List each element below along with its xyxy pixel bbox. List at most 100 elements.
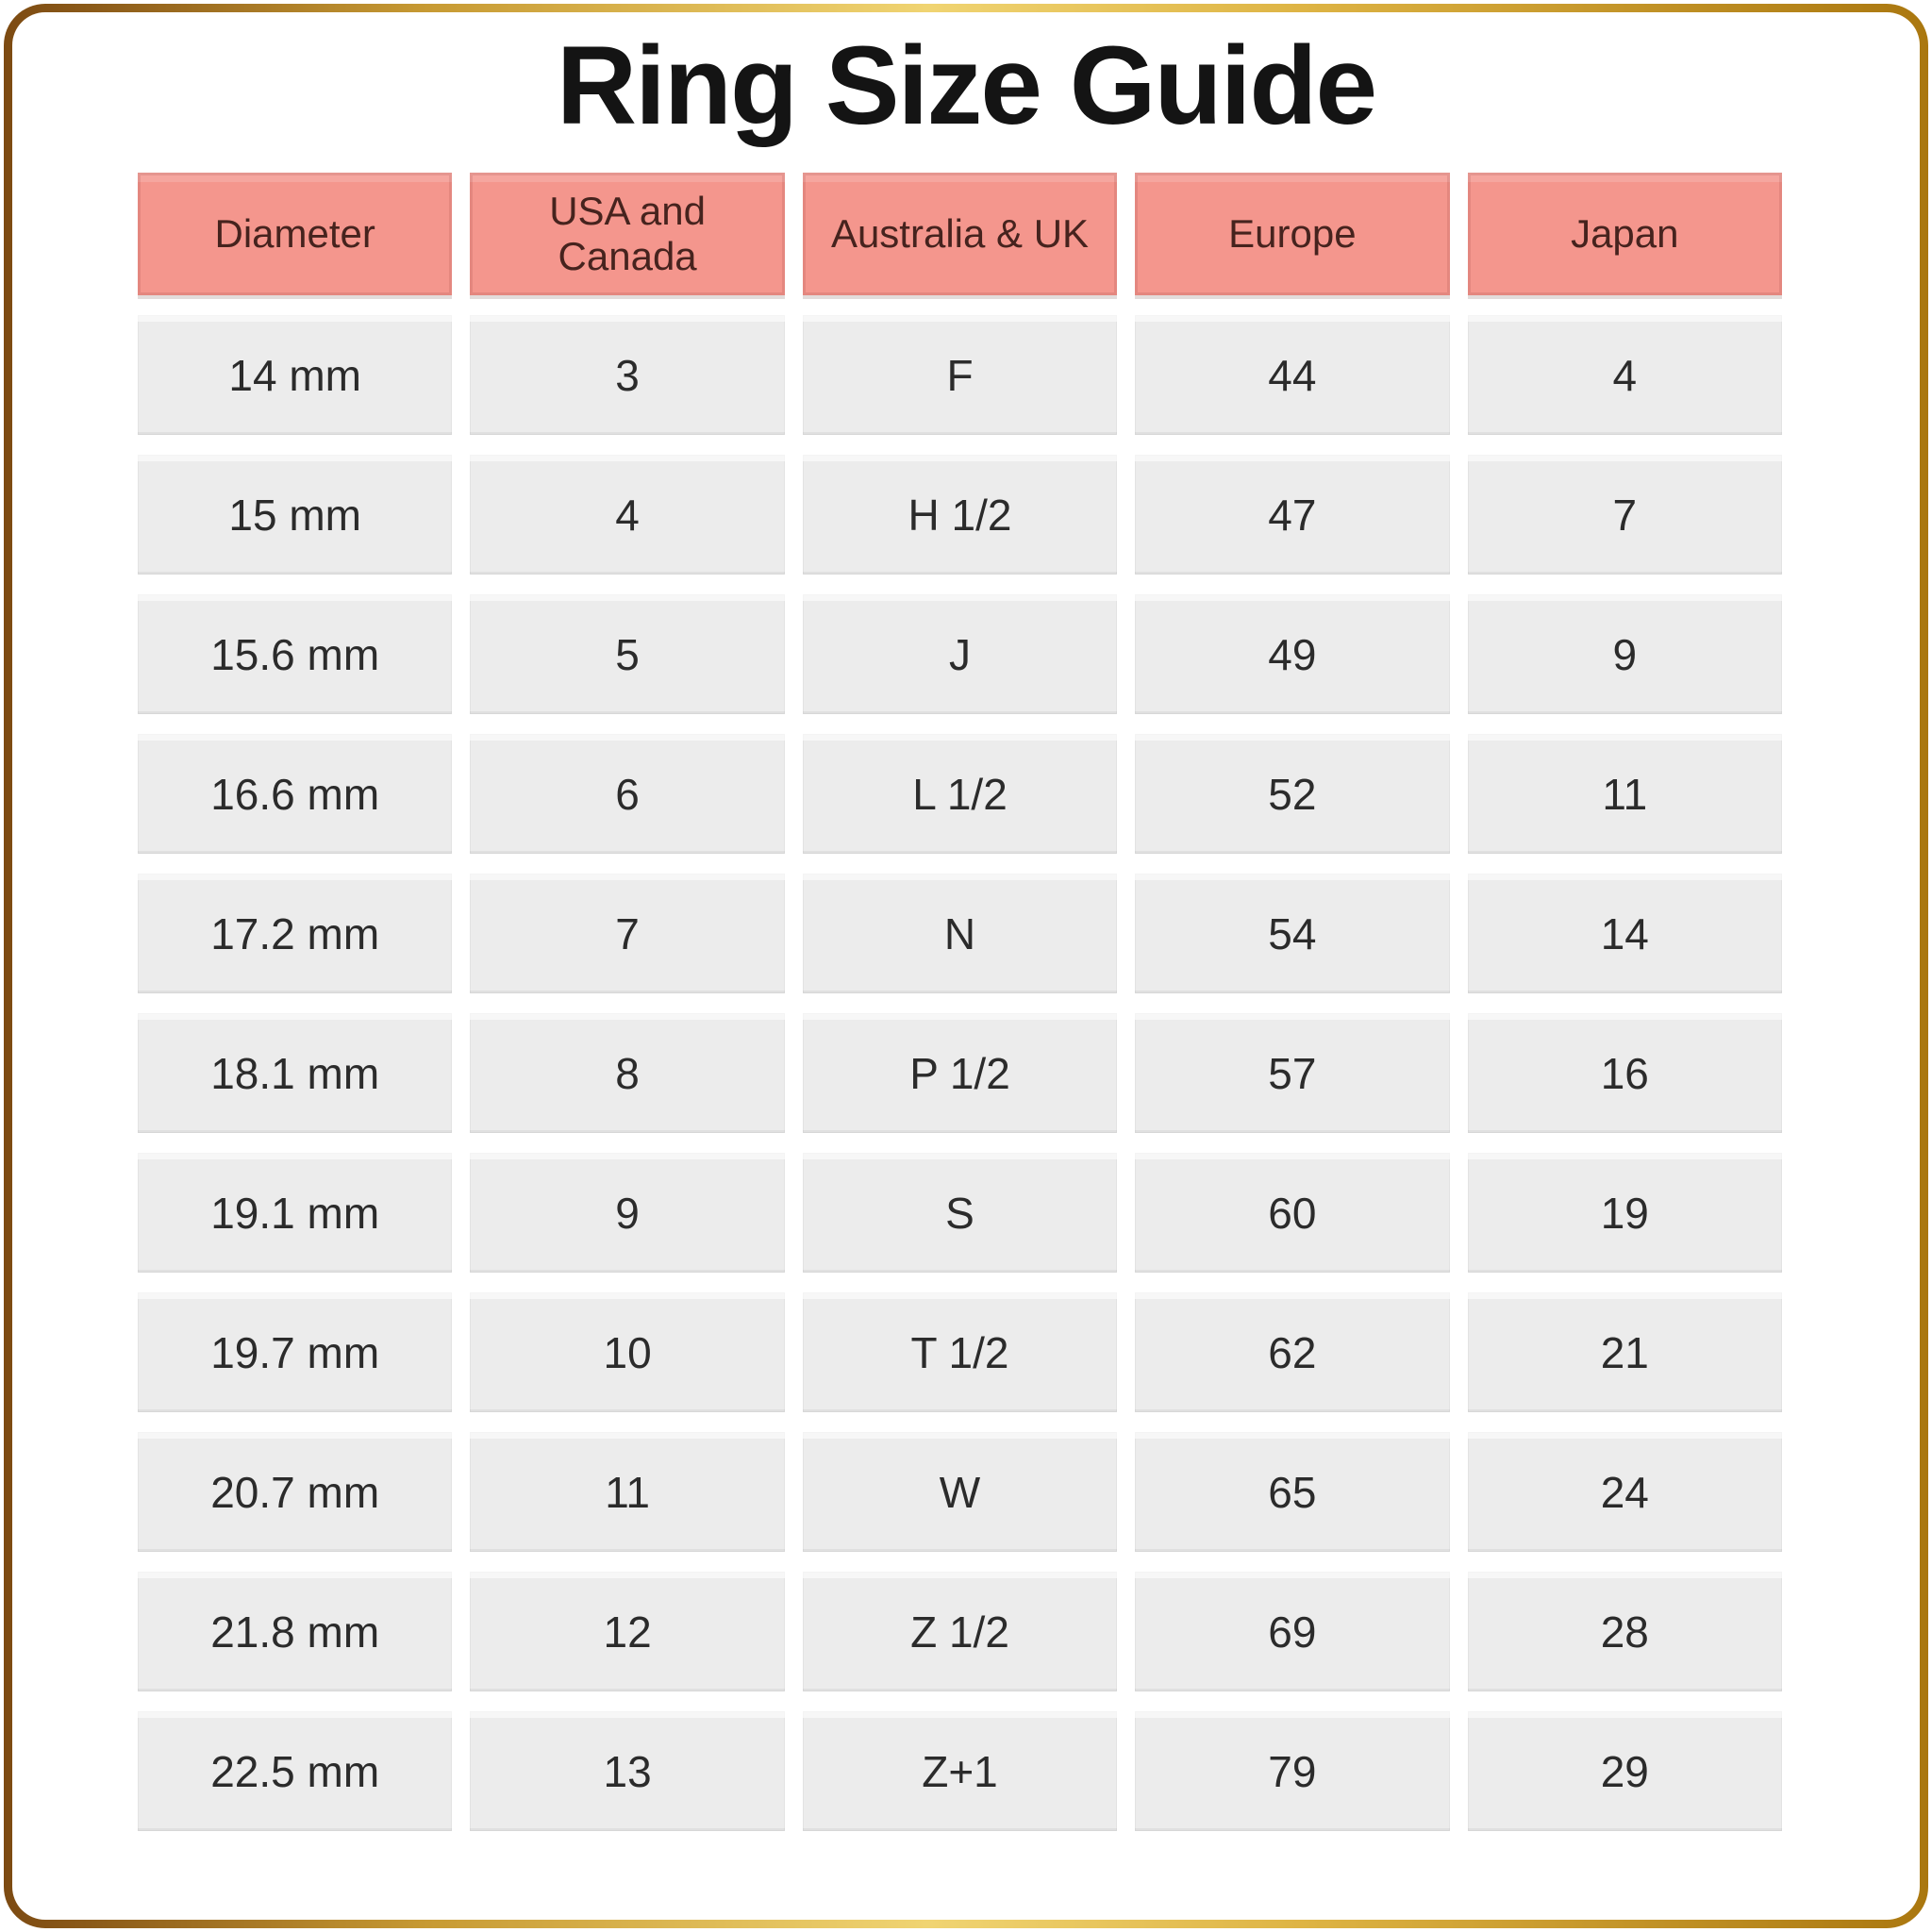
table-row: 16.6 mm 6 L 1/2 52 11 — [138, 734, 1782, 854]
table-cell: 8 — [470, 1013, 785, 1133]
table-cell: T 1/2 — [802, 1292, 1118, 1412]
cell-value: 22.5 mm — [210, 1746, 380, 1796]
cell-value: 13 — [603, 1746, 652, 1796]
table-cell: 65 — [1135, 1432, 1450, 1552]
cell-value: Z 1/2 — [910, 1607, 1009, 1657]
cell-value: 4 — [1612, 350, 1638, 400]
cell-value: 14 — [1600, 908, 1649, 958]
column-header-label: Australia & UK — [830, 210, 1090, 256]
table-cell: J — [802, 594, 1118, 714]
column-header-label: USA and Canada — [549, 188, 706, 278]
table-cell: 10 — [470, 1292, 785, 1412]
table-cell: 12 — [470, 1572, 785, 1691]
cell-value: 11 — [1602, 769, 1648, 819]
cell-value: N — [943, 908, 976, 958]
cell-value: S — [945, 1188, 974, 1238]
cell-value: 11 — [605, 1467, 650, 1517]
table-cell: F — [802, 315, 1118, 435]
table-row: 15 mm 4 H 1/2 47 7 — [138, 455, 1782, 575]
cell-value: 19 — [1600, 1188, 1649, 1238]
table-row: 19.1 mm 9 S 60 19 — [138, 1153, 1782, 1273]
cell-value: 44 — [1268, 350, 1317, 400]
page-title: Ring Size Guide — [556, 24, 1377, 148]
cell-value: T 1/2 — [910, 1327, 1009, 1377]
table-cell: 7 — [1467, 455, 1782, 575]
cell-value: 12 — [603, 1607, 652, 1657]
cell-value: Z+1 — [922, 1746, 998, 1796]
table-cell: 62 — [1135, 1292, 1450, 1412]
cell-value: 7 — [1612, 490, 1638, 540]
table-cell: 54 — [1135, 874, 1450, 993]
table-row: 18.1 mm 8 P 1/2 57 16 — [138, 1013, 1782, 1133]
cell-value: 24 — [1600, 1467, 1649, 1517]
table-cell: 28 — [1467, 1572, 1782, 1691]
column-header-usa-and-canada: USA and Canada — [470, 173, 785, 295]
page-background: Ring Size Guide Diameter USA and Canada Au… — [12, 12, 1920, 1920]
cell-value: 9 — [1612, 629, 1638, 679]
table-row: 17.2 mm 7 N 54 14 — [138, 874, 1782, 993]
table-cell: 16 — [1467, 1013, 1782, 1133]
table-cell: 19.1 mm — [138, 1153, 453, 1273]
column-header-diameter: Diameter — [138, 173, 453, 295]
table-cell: L 1/2 — [802, 734, 1118, 854]
ring-size-table: Diameter USA and Canada Australia & UK Euro… — [138, 173, 1782, 1851]
cell-value: 28 — [1600, 1607, 1649, 1657]
cell-value: 69 — [1268, 1607, 1317, 1657]
cell-value: 62 — [1268, 1327, 1317, 1377]
cell-value: 20.7 mm — [210, 1467, 380, 1517]
cell-value: 16.6 mm — [210, 769, 380, 819]
table-row: 15.6 mm 5 J 49 9 — [138, 594, 1782, 714]
cell-value: P 1/2 — [909, 1048, 1010, 1098]
table-cell: 22.5 mm — [138, 1711, 453, 1831]
cell-value: 49 — [1268, 629, 1317, 679]
cell-value: 6 — [615, 769, 640, 819]
table-cell: 14 mm — [138, 315, 453, 435]
cell-value: 15.6 mm — [210, 629, 380, 679]
table-cell: 15.6 mm — [138, 594, 453, 714]
table-cell: 4 — [1467, 315, 1782, 435]
table-cell: 7 — [470, 874, 785, 993]
table-cell: 4 — [470, 455, 785, 575]
cell-value: W — [939, 1467, 981, 1517]
table-cell: 47 — [1135, 455, 1450, 575]
table-cell: 19 — [1467, 1153, 1782, 1273]
table-row: 14 mm 3 F 44 4 — [138, 315, 1782, 435]
table-cell: 17.2 mm — [138, 874, 453, 993]
table-cell: P 1/2 — [802, 1013, 1118, 1133]
table-cell: 44 — [1135, 315, 1450, 435]
table-cell: 79 — [1135, 1711, 1450, 1831]
table-row: 22.5 mm 13 Z+1 79 29 — [138, 1711, 1782, 1831]
cell-value: 29 — [1600, 1746, 1649, 1796]
table-cell: W — [802, 1432, 1118, 1552]
column-header-japan: Japan — [1467, 173, 1782, 295]
cell-value: 47 — [1268, 490, 1317, 540]
cell-value: 21.8 mm — [210, 1607, 380, 1657]
table-cell: 21.8 mm — [138, 1572, 453, 1691]
cell-value: 52 — [1268, 769, 1317, 819]
table-cell: Z+1 — [802, 1711, 1118, 1831]
table-cell: 19.7 mm — [138, 1292, 453, 1412]
table-cell: 52 — [1135, 734, 1450, 854]
table-cell: 16.6 mm — [138, 734, 453, 854]
cell-value: 9 — [615, 1188, 640, 1238]
table-cell: 60 — [1135, 1153, 1450, 1273]
table-cell: 14 — [1467, 874, 1782, 993]
table-cell: 49 — [1135, 594, 1450, 714]
table-cell: 13 — [470, 1711, 785, 1831]
cell-value: 10 — [603, 1327, 652, 1377]
table-cell: 5 — [470, 594, 785, 714]
table-cell: H 1/2 — [802, 455, 1118, 575]
column-header-label: Diameter — [214, 210, 375, 256]
gold-border-frame: Ring Size Guide Diameter USA and Canada Au… — [4, 4, 1928, 1928]
cell-value: 15 mm — [228, 490, 361, 540]
table-cell: 69 — [1135, 1572, 1450, 1691]
table-cell: 18.1 mm — [138, 1013, 453, 1133]
cell-value: 14 mm — [228, 350, 361, 400]
table-body: 14 mm 3 F 44 4 15 mm 4 H 1/2 47 7 15.6 mm 5 J 49 9 16.6… — [138, 315, 1782, 1831]
column-header-australia-uk: Australia & UK — [802, 173, 1118, 295]
table-cell: 11 — [1467, 734, 1782, 854]
cell-value: 16 — [1600, 1048, 1649, 1098]
cell-value: 5 — [615, 629, 640, 679]
table-cell: 3 — [470, 315, 785, 435]
cell-value: 17.2 mm — [210, 908, 380, 958]
